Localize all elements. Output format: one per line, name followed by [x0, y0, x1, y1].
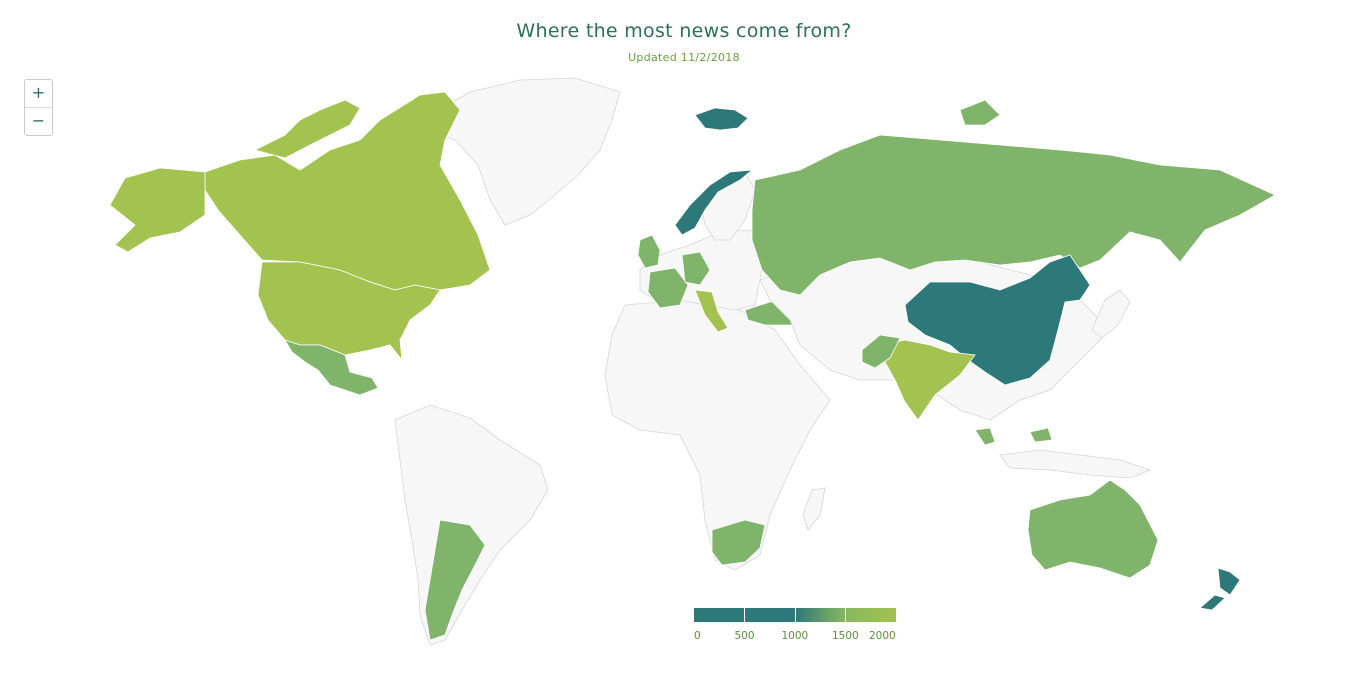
region-italy[interactable] [694, 289, 729, 333]
region-united-kingdom[interactable] [637, 234, 661, 269]
region-russia[interactable] [751, 134, 1276, 296]
region-malaysia[interactable] [974, 427, 1053, 446]
zoom-control: + − [24, 79, 53, 136]
region-indonesia[interactable] [999, 449, 1152, 479]
region-germany[interactable] [681, 251, 711, 286]
region-greenland[interactable] [424, 77, 621, 226]
region-argentina[interactable] [424, 519, 486, 641]
region-india[interactable] [879, 339, 976, 421]
legend-tick-mark [845, 608, 846, 622]
region-norway[interactable] [674, 169, 754, 236]
region-africa[interactable] [604, 299, 831, 571]
legend-tick-label: 500 [734, 630, 755, 642]
region-south-america[interactable] [394, 404, 549, 646]
zoom-in-button[interactable]: + [31, 83, 46, 102]
region-france[interactable] [647, 267, 689, 309]
legend-tick-label: 1500 [832, 630, 859, 642]
region-alaska[interactable] [109, 167, 206, 253]
region-south-africa[interactable] [711, 519, 766, 566]
region-mexico[interactable] [284, 339, 379, 396]
region-new-zealand[interactable] [1199, 567, 1241, 611]
map-legend: 0 500 1000 1500 2000 [694, 608, 896, 648]
region-pakistan[interactable] [861, 334, 901, 369]
region-svalbard[interactable] [694, 107, 749, 131]
legend-tick-label: 1000 [781, 630, 809, 642]
world-map[interactable] [0, 70, 1368, 660]
page-subtitle: Updated 11/2/2018 [628, 51, 740, 64]
region-australia[interactable] [1027, 479, 1159, 579]
region-russia-islands[interactable] [959, 99, 1001, 126]
region-china[interactable] [904, 254, 1091, 386]
legend-tick-mark [744, 608, 745, 622]
region-japan[interactable] [1091, 289, 1131, 339]
legend-tick-label: 2000 [869, 630, 896, 642]
region-madagascar[interactable] [802, 487, 826, 531]
region-canada-islands[interactable] [253, 99, 361, 159]
legend-ticks: 0 500 1000 1500 2000 [694, 608, 896, 648]
legend-tick-mark [794, 608, 796, 622]
page-title: Where the most news come from? [516, 20, 852, 42]
region-canada[interactable] [204, 91, 491, 291]
legend-tick-label: 0 [694, 630, 701, 642]
zoom-out-button[interactable]: − [25, 107, 52, 135]
